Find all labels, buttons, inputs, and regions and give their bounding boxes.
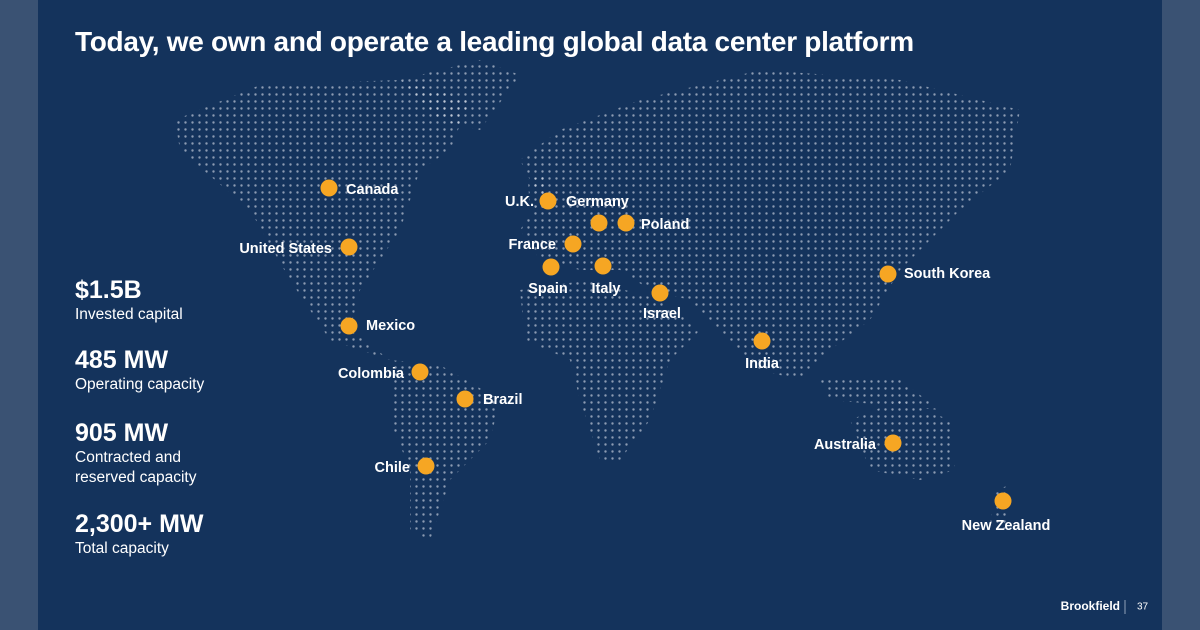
location-label: New Zealand (962, 518, 1051, 534)
location-label: South Korea (904, 266, 991, 282)
location-marker (994, 492, 1012, 510)
location-marker (753, 332, 771, 350)
stat: 905 MW Contracted and reserved capacity (75, 418, 240, 488)
stat: 2,300+ MW Total capacity (75, 509, 240, 559)
stat-label: Total capacity (75, 540, 169, 557)
stat-label: Contracted and reserved capacity (75, 449, 197, 486)
stat-value: 905 MW (75, 419, 169, 447)
location-marker (594, 257, 612, 275)
location-marker (417, 457, 435, 475)
page-number: 37 (1137, 602, 1149, 613)
location-marker (879, 265, 897, 283)
location-marker (542, 258, 560, 276)
location-marker (590, 214, 608, 232)
location-label: Mexico (366, 318, 415, 334)
stat-value: 485 MW (75, 346, 169, 374)
brand: Brookfield (1061, 599, 1120, 613)
location-label: Spain (528, 281, 567, 297)
location-marker (320, 179, 338, 197)
location-label: Canada (346, 182, 399, 198)
stat: 485 MW Operating capacity (75, 345, 240, 395)
continents (175, 60, 1020, 540)
location-label: India (745, 356, 780, 372)
location-label: France (508, 237, 556, 253)
stat: $1.5B Invested capital (75, 275, 240, 325)
location-label: Poland (641, 217, 689, 233)
location-marker (651, 284, 669, 302)
location-label: Colombia (338, 366, 405, 382)
location-label: Brazil (483, 392, 523, 408)
slide-title: Today, we own and operate a leading glob… (75, 26, 914, 57)
location-marker (539, 192, 557, 210)
location-marker (340, 238, 358, 256)
location-label: Australia (814, 437, 877, 453)
stat-value: 2,300+ MW (75, 510, 204, 538)
location-marker (617, 214, 635, 232)
location-marker (456, 390, 474, 408)
stat-label: Operating capacity (75, 376, 205, 393)
location-label: Chile (375, 460, 410, 476)
stat-value: $1.5B (75, 276, 142, 304)
location-marker (884, 434, 902, 452)
location-label: Italy (591, 281, 620, 297)
location-marker (564, 235, 582, 253)
location-label: United States (239, 241, 332, 257)
location-label: U.K. (505, 194, 534, 210)
stat-label: Invested capital (75, 306, 183, 323)
location-label: Israel (643, 306, 681, 322)
location-marker (411, 363, 429, 381)
location-marker (340, 317, 358, 335)
location-label: Germany (566, 194, 629, 210)
